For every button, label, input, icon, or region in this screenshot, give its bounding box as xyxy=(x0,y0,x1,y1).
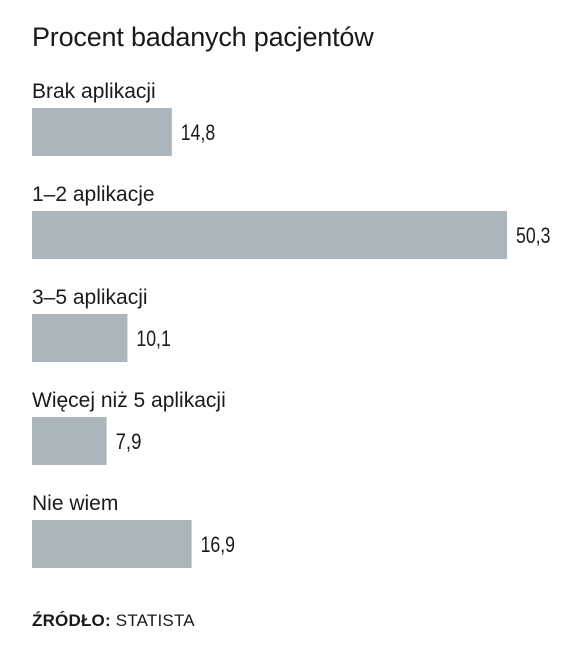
value-label: 16,9 xyxy=(201,532,235,557)
value-label: 7,9 xyxy=(116,429,142,454)
category-label: Brak aplikacji xyxy=(32,80,156,103)
bar xyxy=(32,520,192,568)
bar xyxy=(32,108,172,156)
category-label: 1–2 aplikacje xyxy=(32,183,155,206)
category-label: Więcej niż 5 aplikacji xyxy=(32,389,226,412)
source-label: ŹRÓDŁO: xyxy=(32,611,111,630)
bar xyxy=(32,314,128,362)
category-label: 3–5 aplikacji xyxy=(32,286,148,309)
value-label: 50,3 xyxy=(516,223,550,248)
bar xyxy=(32,211,507,259)
bar xyxy=(32,417,107,465)
category-label: Nie wiem xyxy=(32,492,118,515)
bar-chart: Brak aplikacji 14,8 1–2 aplikacje 50,3 3–5 a… xyxy=(32,80,550,568)
source-name: STATISTA xyxy=(115,611,195,630)
chart-title: Procent badanych pacjentów xyxy=(32,22,374,52)
value-label: 14,8 xyxy=(181,120,215,145)
source-note: ŹRÓDŁO: STATISTA xyxy=(32,611,195,631)
value-label: 10,1 xyxy=(136,326,170,351)
